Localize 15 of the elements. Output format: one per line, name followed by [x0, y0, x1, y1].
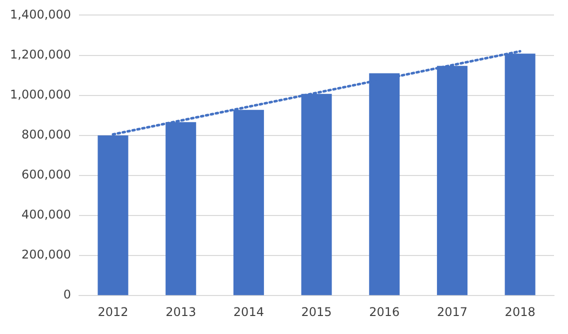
x-tick-label: 2015: [301, 304, 332, 319]
x-tick-label: 2018: [504, 304, 536, 319]
x-tick-label: 2016: [369, 304, 400, 319]
y-tick-label: 0: [63, 288, 72, 302]
y-tick-label: 1,200,000: [10, 47, 72, 62]
x-tick-label: 2014: [233, 304, 264, 319]
x-tick-label: 2012: [98, 304, 128, 319]
x-tick-label: 2017: [436, 304, 468, 319]
x-tick-label: 2013: [166, 304, 196, 319]
y-tick-label: 1,000,000: [10, 87, 72, 102]
y-tick-label: 400,000: [21, 208, 72, 222]
y-tick-label: 800,000: [21, 127, 72, 142]
y-tick-label: 1,400,000: [10, 7, 72, 22]
y-tick-label: 200,000: [21, 248, 72, 262]
y-tick-label: 600,000: [21, 168, 72, 182]
